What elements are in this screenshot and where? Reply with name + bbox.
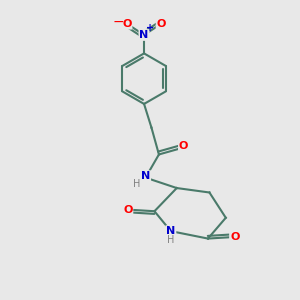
Text: O: O	[179, 141, 188, 152]
Text: O: O	[157, 19, 166, 29]
Text: +: +	[146, 22, 154, 32]
Text: N: N	[166, 226, 176, 236]
Text: N: N	[140, 30, 149, 40]
Text: H: H	[167, 235, 175, 245]
Text: H: H	[133, 178, 140, 189]
Text: O: O	[230, 232, 239, 242]
Text: N: N	[141, 171, 150, 181]
Text: O: O	[122, 19, 131, 29]
Text: −: −	[113, 15, 124, 29]
Text: O: O	[123, 205, 132, 215]
